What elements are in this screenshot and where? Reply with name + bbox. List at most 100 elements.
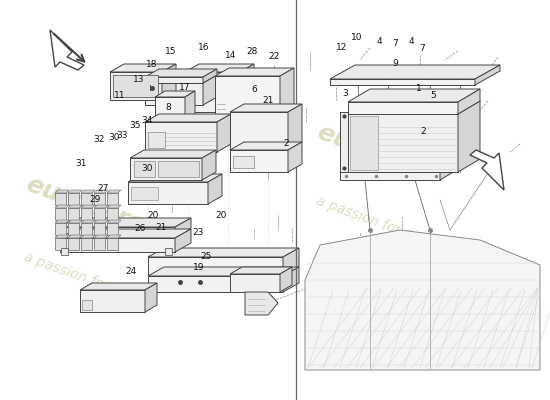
- Text: a passion for parts: a passion for parts: [22, 250, 148, 307]
- Text: 16: 16: [198, 44, 209, 52]
- Polygon shape: [68, 193, 79, 205]
- Text: 18: 18: [146, 60, 157, 69]
- Polygon shape: [94, 208, 105, 220]
- Text: 12: 12: [337, 43, 348, 52]
- Polygon shape: [113, 75, 158, 97]
- Text: 4: 4: [377, 37, 382, 46]
- Text: 25: 25: [201, 252, 212, 261]
- Polygon shape: [68, 220, 82, 223]
- Polygon shape: [134, 161, 155, 177]
- Polygon shape: [230, 112, 288, 150]
- Polygon shape: [55, 238, 66, 250]
- Polygon shape: [203, 69, 217, 83]
- Text: 30: 30: [142, 164, 153, 172]
- Polygon shape: [55, 235, 69, 238]
- Polygon shape: [283, 248, 299, 275]
- Polygon shape: [107, 193, 118, 205]
- Polygon shape: [245, 292, 278, 315]
- Polygon shape: [175, 229, 191, 252]
- Polygon shape: [175, 218, 191, 237]
- Polygon shape: [340, 160, 460, 172]
- Polygon shape: [107, 205, 121, 208]
- Polygon shape: [148, 276, 283, 292]
- Text: 11: 11: [114, 91, 125, 100]
- Polygon shape: [94, 235, 108, 238]
- Polygon shape: [230, 150, 288, 172]
- Polygon shape: [348, 114, 458, 172]
- Polygon shape: [148, 267, 299, 276]
- Text: 3: 3: [343, 89, 348, 98]
- Text: 32: 32: [94, 136, 104, 144]
- Polygon shape: [55, 193, 66, 205]
- Polygon shape: [81, 238, 92, 250]
- Polygon shape: [68, 205, 82, 208]
- Polygon shape: [60, 229, 191, 238]
- Polygon shape: [280, 267, 292, 292]
- Text: 2: 2: [283, 140, 289, 148]
- Polygon shape: [128, 182, 208, 204]
- Polygon shape: [68, 190, 82, 193]
- Polygon shape: [107, 190, 121, 193]
- Text: 30: 30: [108, 134, 119, 142]
- Polygon shape: [81, 208, 92, 220]
- Polygon shape: [94, 193, 105, 205]
- Polygon shape: [145, 75, 217, 83]
- Polygon shape: [475, 65, 500, 85]
- Polygon shape: [148, 257, 283, 275]
- Polygon shape: [107, 238, 118, 250]
- Polygon shape: [94, 238, 105, 250]
- Polygon shape: [350, 116, 378, 170]
- Text: 15: 15: [165, 48, 176, 56]
- Text: 21: 21: [155, 224, 166, 232]
- Polygon shape: [145, 114, 231, 122]
- Text: 8: 8: [166, 104, 171, 112]
- Text: 9: 9: [392, 59, 398, 68]
- Polygon shape: [145, 283, 157, 312]
- Polygon shape: [208, 174, 222, 204]
- Polygon shape: [60, 218, 191, 227]
- Polygon shape: [217, 114, 231, 152]
- Text: eurocars: eurocars: [314, 120, 438, 185]
- Text: 31: 31: [76, 160, 87, 168]
- Polygon shape: [240, 64, 254, 112]
- Polygon shape: [305, 230, 540, 370]
- Text: 13: 13: [134, 75, 145, 84]
- Polygon shape: [94, 205, 108, 208]
- Text: 27: 27: [98, 184, 109, 193]
- Polygon shape: [283, 267, 299, 292]
- Polygon shape: [94, 190, 108, 193]
- Polygon shape: [128, 174, 222, 182]
- Polygon shape: [60, 238, 175, 252]
- Polygon shape: [162, 64, 176, 100]
- Polygon shape: [288, 142, 302, 172]
- Polygon shape: [230, 104, 302, 112]
- Text: 33: 33: [117, 132, 128, 140]
- Text: a passion for parts: a passion for parts: [314, 194, 440, 251]
- Text: 10: 10: [351, 33, 362, 42]
- Polygon shape: [81, 220, 95, 223]
- Polygon shape: [68, 235, 82, 238]
- Text: 14: 14: [226, 51, 236, 60]
- Polygon shape: [107, 208, 118, 220]
- Polygon shape: [68, 238, 79, 250]
- Polygon shape: [230, 267, 292, 274]
- Text: 6: 6: [251, 86, 257, 94]
- Polygon shape: [215, 76, 280, 118]
- Polygon shape: [330, 79, 475, 85]
- Polygon shape: [82, 300, 92, 310]
- Text: 19: 19: [194, 264, 205, 272]
- Polygon shape: [458, 101, 480, 172]
- Polygon shape: [107, 235, 121, 238]
- Polygon shape: [55, 205, 69, 208]
- Text: eurocars: eurocars: [22, 172, 146, 237]
- Polygon shape: [145, 69, 217, 77]
- Text: 5: 5: [431, 91, 436, 100]
- Text: 2: 2: [421, 127, 426, 136]
- Text: 26: 26: [134, 224, 145, 233]
- Polygon shape: [145, 83, 203, 105]
- Text: 4: 4: [409, 37, 414, 46]
- Polygon shape: [55, 208, 66, 220]
- Polygon shape: [348, 89, 480, 102]
- Polygon shape: [81, 190, 95, 193]
- Text: 28: 28: [246, 47, 257, 56]
